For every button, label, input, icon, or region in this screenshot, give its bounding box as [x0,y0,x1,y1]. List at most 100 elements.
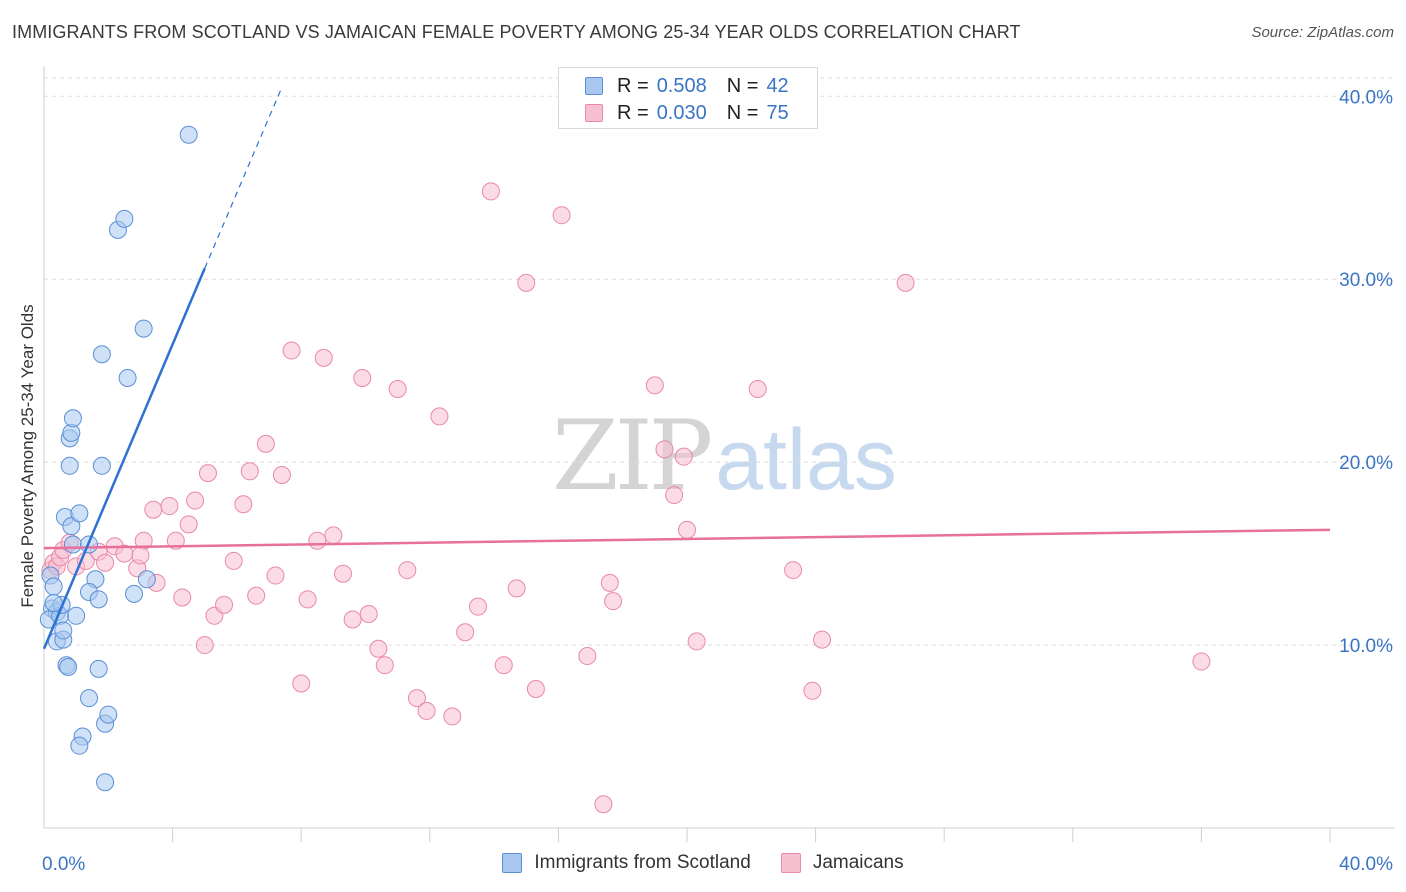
pink-point [678,520,696,539]
pink-point [131,546,150,565]
y-tick-label: 40.0% [1339,87,1393,108]
pink-point [578,647,597,666]
pink-point [215,595,234,614]
pink-point [456,623,475,642]
pink-point [604,592,623,611]
r-label: R = [617,74,649,97]
pink-point [292,674,311,693]
legend-item-scotland[interactable]: Immigrants from Scotland [502,852,751,874]
correlation-legend: R = 0.508 N = 42 R = 0.030 N = 75 [558,67,818,129]
pink-point [224,551,243,570]
y-tick-label: 30.0% [1339,270,1393,291]
pink-point [517,273,536,292]
pink-point [526,679,545,698]
legend-swatch-pink [780,853,801,873]
pink-point [594,795,613,814]
blue-point [70,736,89,755]
pink-point [324,526,343,545]
blue-point [92,345,111,364]
legend-row-jamaicans: R = 0.030 N = 75 [585,100,789,126]
pink-point [443,707,462,726]
blue-point [125,584,144,603]
pink-point [298,590,317,609]
pink-point [144,500,163,519]
blue-point [96,773,115,792]
blue-point [80,689,99,708]
x-tick-label: 40.0% [1339,854,1393,875]
pink-point [600,573,619,592]
pink-point [813,630,832,649]
pink-point [494,656,513,675]
pink-point [655,440,674,459]
source-credit: Source: ZipAtlas.com [1251,24,1394,41]
pink-point [748,379,767,398]
blue-point [70,504,89,523]
pink-point [333,564,352,583]
blue-point [67,606,86,625]
pink-point [552,206,571,225]
blue-point [137,570,156,589]
blue-point [63,535,82,554]
pink-point [272,465,291,484]
r-value: 0.508 [656,74,707,97]
blue-trend-line [42,267,206,650]
pink-point [353,369,372,387]
pink-point [282,341,301,360]
pink-trend-line [43,528,1331,550]
blue-point [92,456,111,475]
legend-swatch-blue [585,77,603,95]
pink-point [481,182,500,201]
blue-point [115,209,134,228]
legend-item-jamaicans[interactable]: Jamaicans [780,852,904,874]
legend-label: Jamaicans [812,852,904,873]
pink-point [266,566,285,585]
pink-point [359,604,378,623]
pink-point [896,273,915,292]
pink-point [417,701,436,720]
pink-point [430,407,449,426]
blue-point [62,517,81,536]
n-label: N = [726,74,759,97]
blue-point [134,319,153,338]
pink-point [186,491,205,510]
pink-point [173,588,192,607]
n-value: 42 [766,74,789,97]
pink-point [1192,652,1211,671]
pink-point [507,579,526,598]
pink-point [388,379,407,398]
legend-swatch-blue [502,853,523,873]
pink-point [803,681,822,700]
pink-point [247,586,266,605]
pink-point [198,464,217,483]
r-value: 0.030 [656,101,707,124]
pink-point [398,561,417,580]
pink-point [314,348,333,367]
blue-point [99,705,118,724]
blue-point [63,409,82,428]
pink-point [645,376,664,395]
n-label: N = [726,101,759,124]
y-tick-label: 20.0% [1339,453,1393,474]
pink-point [96,553,115,572]
blue-point [118,369,137,387]
pink-point [195,636,214,655]
blue-point [59,658,78,677]
x-tick-label: 0.0% [42,854,85,875]
r-label: R = [617,101,649,124]
pink-point [234,495,253,514]
pink-point [240,462,259,481]
pink-point [256,434,275,453]
pink-point [469,597,488,616]
pink-point [407,689,426,708]
legend-label: Immigrants from Scotland [534,852,751,873]
pink-point [687,632,706,651]
pink-point [308,531,327,550]
pink-point [179,515,198,534]
n-value: 75 [766,101,789,124]
pink-point [674,447,693,466]
blue-point [89,659,108,678]
blue-point [54,621,73,640]
pink-point [369,639,388,658]
blue-trend-extension [204,86,283,269]
pink-point [665,486,684,505]
